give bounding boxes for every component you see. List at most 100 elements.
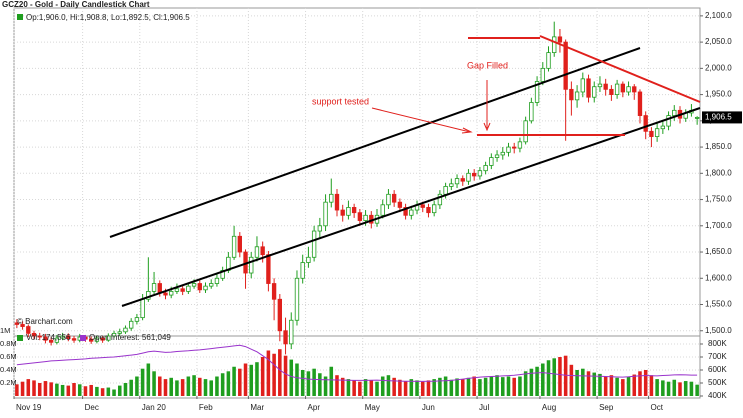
ohlc-legend: Op:1,906.0, Hi:1,908.8, Lo:1,892.5, Cl:1… [26,13,190,22]
volume-bar [695,384,699,396]
y-tick-label: 2,000.0 [705,63,732,72]
volume-bar [546,360,551,396]
volume-bar [575,370,579,396]
volume-bar [443,376,448,396]
candle-body [363,214,368,221]
candle-body [460,178,465,182]
marks [14,21,700,396]
volume-bar [106,387,111,396]
candle-body [449,183,454,187]
volume-bar [380,376,385,396]
gap-arrowhead [483,122,491,132]
candle-body [489,157,494,166]
volume-tick-label: 1M [0,326,10,335]
x-tick-label: Sep [599,403,614,412]
volume-bar [272,353,276,396]
candle-body [506,146,511,153]
volume-bar [398,379,402,396]
volume-tick-label: 0.8M [0,339,17,348]
candle-body [174,288,180,292]
candle-body [357,212,363,221]
candle-body [31,332,37,337]
last-price-label: 1,906.5 [705,113,732,122]
volume-bar [260,357,265,396]
volume-bar [255,362,259,396]
candle-body [592,86,597,98]
candle-body [666,115,671,127]
candle-body [311,230,317,258]
volume-bar [506,376,511,396]
volume-bar [529,368,534,396]
channel-upper [109,47,641,238]
volume-bar [432,379,436,396]
volume-bar [123,383,128,396]
candle-body [523,120,528,143]
x-tick-label: Nov 19 [16,403,42,412]
volume-bar [512,377,516,396]
candle-body [37,335,42,338]
volume-bar [163,379,168,396]
candle-body [94,337,100,342]
volume-bar [100,388,105,396]
candle-body [626,86,631,93]
volume-bar [363,379,368,396]
volume-bar [158,376,162,396]
x-tick-label: Dec [85,403,99,412]
volume-bar [632,374,637,396]
candle-body [60,335,65,339]
volume-bar [472,376,476,396]
volume-bar [55,383,59,396]
volume-bar [60,384,65,396]
volume-bar [186,376,191,396]
candle-body [409,209,414,216]
oi-tick-label: 700K [708,352,727,361]
candle-body [203,285,208,291]
y-tick-label: 1,950.0 [705,90,732,99]
volume-bar [15,384,19,396]
candle-body [632,86,637,93]
candle-body [100,337,105,341]
y-tick-label: 1,500.0 [705,326,732,335]
candle-body [214,277,220,284]
candle-body [443,186,448,195]
candle-body [157,283,162,294]
candle-body [191,283,197,287]
volume-bar [586,371,591,396]
candle-body [654,128,660,137]
volume-bar [323,376,328,396]
volume-bar [449,379,454,396]
volume-bar [346,379,351,396]
candle-body [614,83,620,95]
candle-body [48,339,54,343]
volume-bar [72,383,76,396]
volume-bar [232,366,236,396]
volume-bar [312,368,316,396]
candle-body [237,235,242,253]
volume-bar [112,389,116,396]
candle-body [597,83,603,88]
candle-body [580,78,585,93]
volume-bar [638,371,642,396]
candle-body [254,246,260,258]
candle-body [186,285,191,292]
volume-bar [43,381,48,396]
volume-bar [386,375,391,396]
candle-body [169,290,174,296]
candle-body [351,207,357,214]
candle-body [283,330,288,345]
y-tick-label: 2,050.0 [705,37,732,46]
candle-body [386,193,391,206]
candle-body [117,331,122,334]
volume-bar [438,377,442,396]
volume-legend: Vol: 174,556 [26,333,71,342]
volume-bar [501,377,505,396]
oi-tick-label: 500K [708,378,727,387]
volume-bar [643,370,648,396]
support-arrowhead [461,127,473,134]
volume-bar [295,363,299,396]
volume-bar [318,373,322,396]
volume-tick-label: 0.4M [0,365,17,374]
volume-bar [683,381,688,396]
volume-bar [203,379,208,396]
